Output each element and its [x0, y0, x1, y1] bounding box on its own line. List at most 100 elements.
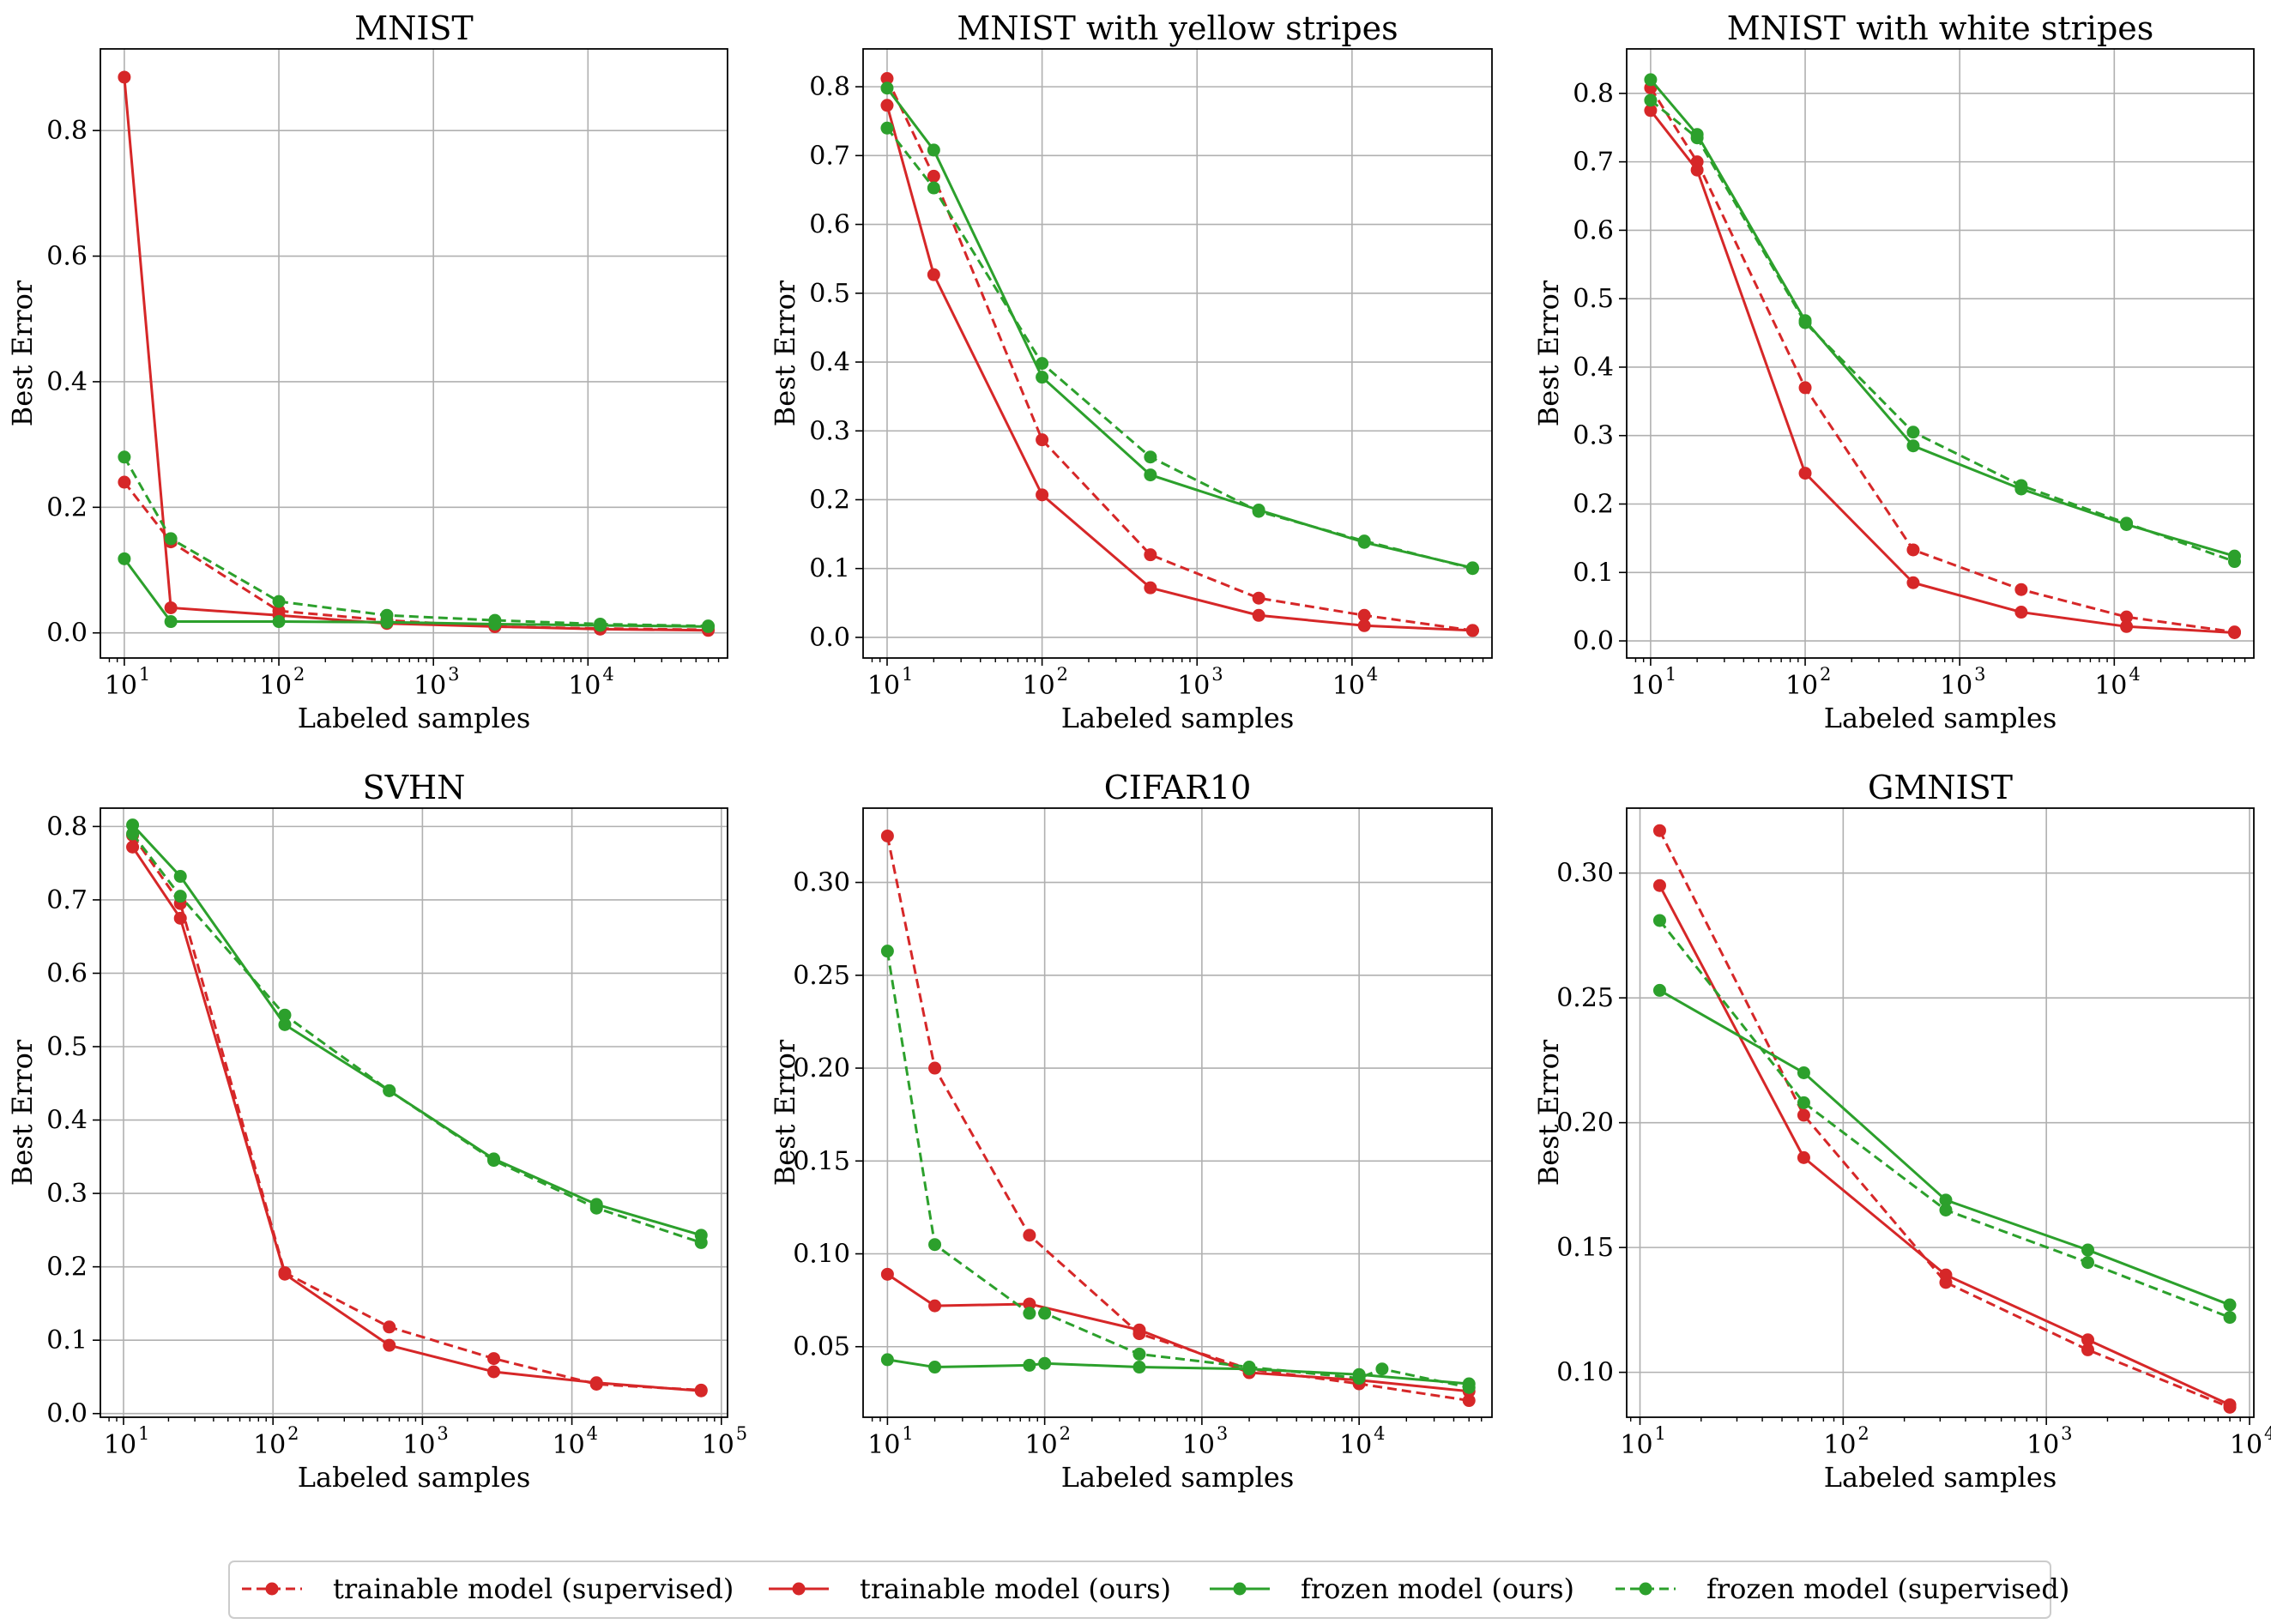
- y-tick-label: 0.0: [46, 619, 88, 649]
- data-point: [1690, 163, 1704, 177]
- y-tick-label: 0.10: [793, 1240, 850, 1270]
- subplot-4: 10 1 10 2 10 3 10 4 10 50.00.10.20.30.40.50.60.70…: [6, 769, 747, 1494]
- x-tick-label: 10: [1823, 1430, 1856, 1460]
- y-tick-label: 0.6: [46, 958, 88, 988]
- data-point: [694, 1384, 708, 1398]
- x-tick-label: 10: [568, 671, 601, 701]
- y-tick-label: 0.1: [46, 1325, 88, 1355]
- data-point: [1644, 104, 1658, 118]
- y-tick-label: 0.6: [46, 242, 88, 272]
- data-point: [118, 450, 131, 464]
- x-tick-label: 10: [2026, 1430, 2059, 1460]
- data-point: [1357, 534, 1371, 548]
- data-point: [383, 1084, 396, 1097]
- x-axis-label: Labeled samples: [298, 702, 531, 734]
- series-line: [885, 127, 1473, 571]
- data-point: [487, 1352, 501, 1366]
- x-tick-label: 10: [414, 671, 446, 701]
- axes-frame: [862, 807, 1493, 1418]
- y-tick-label: 0.1: [809, 554, 850, 584]
- data-point: [1023, 1297, 1036, 1311]
- x-tick-exponent: 3: [1974, 664, 1985, 685]
- data-point: [594, 617, 607, 631]
- y-tick-label: 0.5: [46, 1032, 88, 1062]
- data-point: [278, 1017, 292, 1031]
- data-point: [164, 615, 178, 629]
- axes-frame: [100, 807, 728, 1418]
- data-point: [2223, 1298, 2237, 1312]
- data-point: [1038, 1307, 1052, 1320]
- y-tick-label: 0.8: [1573, 79, 1614, 109]
- data-point: [2014, 606, 2028, 619]
- data-point: [487, 1154, 501, 1168]
- data-point: [1644, 94, 1658, 107]
- legend-label: trainable model (supervised): [333, 1573, 734, 1605]
- y-tick-label: 0.3: [46, 1179, 88, 1209]
- y-tick-label: 0.8: [46, 116, 88, 146]
- x-tick-exponent: 1: [902, 664, 913, 685]
- data-point: [927, 143, 940, 157]
- data-point: [1132, 1361, 1146, 1374]
- y-tick-label: 0.8: [46, 812, 88, 842]
- data-point: [1798, 381, 1812, 395]
- x-tick-label: 10: [867, 671, 900, 701]
- x-tick-exponent: 1: [1665, 664, 1676, 685]
- axes-frame: [862, 48, 1493, 659]
- x-tick-exponent: 4: [602, 664, 613, 685]
- data-point: [1939, 1268, 1953, 1282]
- x-tick-exponent: 4: [587, 1423, 598, 1444]
- series-line: [123, 481, 709, 631]
- data-point: [1652, 878, 1666, 892]
- series-line: [887, 1358, 1470, 1386]
- series-group: [126, 818, 708, 1398]
- legend-box: [228, 1561, 2051, 1619]
- data-point: [1798, 316, 1812, 329]
- x-axis-label: Labeled samples: [1824, 702, 2057, 734]
- y-tick-label: 0.15: [1556, 1233, 1614, 1263]
- y-tick-label: 0.3: [809, 416, 850, 446]
- data-point: [1797, 1150, 1810, 1164]
- x-tick-exponent: 2: [1060, 1423, 1071, 1444]
- data-point: [1144, 450, 1157, 464]
- series-line: [131, 824, 702, 1237]
- x-tick-exponent: 1: [902, 1423, 913, 1444]
- data-point: [383, 1338, 396, 1352]
- series-line: [885, 836, 1470, 1403]
- legend-label: trainable model (ours): [860, 1573, 1171, 1605]
- legend-entry: frozen model (ours): [1210, 1573, 1574, 1605]
- data-point: [1252, 608, 1265, 622]
- x-tick-label: 10: [867, 1430, 900, 1460]
- data-point: [880, 945, 894, 958]
- data-point: [928, 1299, 942, 1313]
- data-point: [701, 619, 715, 633]
- x-tick-exponent: 4: [1367, 664, 1378, 685]
- subplot-6: 10 1 10 2 10 3 10 40.100.150.200.250.30GMNISTLa…: [1532, 769, 2271, 1494]
- data-point: [1144, 468, 1157, 482]
- y-axis-label: Best Error: [6, 1039, 39, 1186]
- data-point: [118, 70, 131, 84]
- x-tick-exponent: 3: [1211, 664, 1223, 685]
- y-tick-label: 0.5: [1573, 284, 1614, 314]
- x-tick-exponent: 1: [139, 664, 150, 685]
- data-point: [2223, 1311, 2237, 1325]
- y-tick-label: 0.2: [809, 485, 850, 515]
- series-line: [123, 76, 709, 632]
- data-point: [1023, 1358, 1036, 1372]
- data-point: [173, 890, 187, 903]
- data-point: [1132, 1323, 1146, 1337]
- data-point: [880, 1267, 894, 1281]
- data-point: [380, 608, 394, 622]
- data-point: [1252, 504, 1265, 518]
- y-tick-label: 0.7: [1573, 148, 1614, 178]
- data-point: [2120, 516, 2134, 530]
- data-point: [2081, 1333, 2094, 1347]
- x-tick-exponent: 4: [2129, 664, 2140, 685]
- y-tick-label: 0.6: [809, 210, 850, 240]
- x-tick-label: 10: [259, 671, 292, 701]
- data-point: [1357, 619, 1371, 632]
- series-line: [1658, 989, 2231, 1307]
- series-line: [885, 105, 1473, 632]
- y-axis-label: Best Error: [769, 280, 801, 426]
- x-tick-label: 10: [1182, 1430, 1215, 1460]
- data-point: [383, 1320, 396, 1334]
